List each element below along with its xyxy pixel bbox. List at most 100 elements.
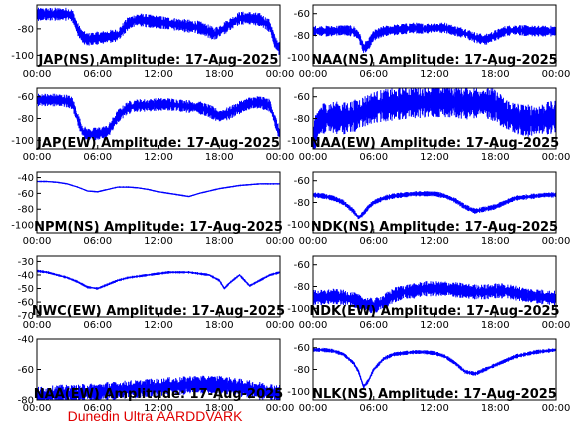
y-tick-label: -60 — [294, 260, 310, 271]
amplitude-line-1 — [37, 13, 280, 51]
x-tick-label: 12:00 — [420, 152, 449, 163]
x-tick-label: 18:00 — [481, 236, 510, 247]
amplitude-line-4 — [313, 100, 556, 141]
x-tick-label: 00:00 — [542, 320, 571, 331]
y-tick-label: -60 — [294, 92, 310, 103]
y-tick-label: -50 — [18, 284, 34, 295]
x-tick-label: 00:00 — [266, 69, 295, 80]
amplitude-line-10 — [313, 349, 556, 389]
x-tick-label: 18:00 — [481, 69, 510, 80]
panel-title: NAA(NS) Amplitude: 17-Aug-2025 — [311, 53, 557, 68]
x-tick-label: 00:00 — [23, 152, 52, 163]
panel-title: NDK(EW) Amplitude: 17-Aug-2025 — [309, 304, 559, 319]
amplitude-line-7 — [37, 270, 280, 290]
panel-title: NPM(NS) Amplitude: 17-Aug-2025 — [34, 220, 283, 235]
x-tick-label: 06:00 — [359, 152, 388, 163]
x-tick-label: 18:00 — [205, 69, 234, 80]
x-tick-label: 06:00 — [359, 403, 388, 414]
y-tick-label: -80 — [294, 114, 310, 125]
y-tick-label: -80 — [18, 396, 34, 407]
x-tick-label: 06:00 — [83, 236, 112, 247]
x-tick-label: 06:00 — [359, 236, 388, 247]
panel-title: NAA(EW) Amplitude: 17-Aug-2025 — [310, 136, 559, 151]
x-tick-label: 00:00 — [266, 152, 295, 163]
panel-9: 00:00 06:00 12:00 18:00 00:00 -40 -60 -80 NAA(EW… — [18, 335, 295, 415]
y-tick-label: -100 — [11, 221, 34, 232]
panel-title: NLK(NS) Amplitude: 17-Aug-2025 — [312, 387, 557, 402]
amplitude-line-9 — [37, 384, 280, 396]
x-tick-label: 18:00 — [205, 152, 234, 163]
x-tick-label: 18:00 — [481, 320, 510, 331]
x-tick-label: 06:00 — [83, 403, 112, 414]
amplitude-trace-10 — [313, 347, 556, 390]
y-tick-label: -80 — [294, 282, 310, 293]
x-tick-label: 12:00 — [420, 403, 449, 414]
panel-4: 00:00 06:00 12:00 18:00 00:00 -60 -80 -100 NAA(E… — [287, 87, 571, 163]
amplitude-trace-3 — [37, 93, 280, 141]
y-tick-label: -100 — [11, 136, 34, 147]
x-tick-label: 00:00 — [299, 69, 328, 80]
x-tick-label: 06:00 — [83, 69, 112, 80]
x-tick-label: 06:00 — [359, 69, 388, 80]
x-tick-label: 00:00 — [266, 403, 295, 414]
x-tick-label: 18:00 — [205, 236, 234, 247]
panel-8: 00:00 06:00 12:00 18:00 00:00 -60 -80 -100 NDK(E… — [287, 255, 571, 331]
x-tick-label: 00:00 — [23, 320, 52, 331]
x-tick-label: 00:00 — [299, 152, 328, 163]
amplitude-trace-2 — [313, 22, 556, 53]
y-tick-label: -60 — [18, 365, 34, 376]
x-tick-label: 12:00 — [144, 236, 173, 247]
amplitude-trace-5 — [37, 180, 280, 198]
amplitude-line-3 — [37, 99, 280, 137]
y-tick-label: -60 — [294, 343, 310, 354]
y-tick-label: -60 — [18, 189, 34, 200]
y-tick-label: -60 — [294, 9, 310, 20]
panel-title: JAP(NS) Amplitude: 17-Aug-2025 — [38, 53, 279, 68]
x-tick-label: 00:00 — [266, 320, 295, 331]
amplitude-trace-6 — [313, 191, 556, 220]
x-tick-label: 00:00 — [542, 403, 571, 414]
x-tick-label: 12:00 — [144, 403, 173, 414]
y-tick-label: -80 — [294, 31, 310, 42]
panel-2: 00:00 06:00 12:00 18:00 00:00 -60 -80 -100 NAA(N… — [287, 4, 570, 80]
y-tick-label: -100 — [287, 304, 310, 315]
amplitude-line-6 — [313, 193, 556, 219]
x-tick-label: 18:00 — [205, 320, 234, 331]
x-tick-label: 00:00 — [299, 403, 328, 414]
y-tick-label: -60 — [294, 176, 310, 187]
panel-10: 00:00 06:00 12:00 18:00 00:00 -60 -80 -100 NLK(N… — [287, 338, 571, 414]
x-tick-label: 06:00 — [83, 320, 112, 331]
panel-7: 00:00 06:00 12:00 18:00 00:00 -30 -40 -50 -60 -70… — [18, 255, 295, 331]
x-tick-label: 00:00 — [299, 236, 328, 247]
y-tick-label: -40 — [18, 173, 34, 184]
y-tick-label: -100 — [287, 53, 310, 64]
amplitude-line-8 — [313, 288, 556, 307]
y-tick-label: -40 — [18, 270, 34, 281]
x-tick-label: 00:00 — [23, 403, 52, 414]
amplitude-line-2 — [313, 27, 556, 50]
x-tick-label: 12:00 — [420, 69, 449, 80]
y-tick-label: -80 — [294, 365, 310, 376]
x-tick-label: 00:00 — [266, 236, 295, 247]
panel-3: 00:00 06:00 12:00 18:00 00:00 -60 -80 -100 JAP(E… — [11, 87, 295, 163]
x-tick-label: 12:00 — [144, 320, 173, 331]
y-tick-label: -80 — [18, 24, 34, 35]
y-tick-label: -80 — [18, 205, 34, 216]
x-tick-label: 18:00 — [481, 152, 510, 163]
x-tick-label: 00:00 — [23, 236, 52, 247]
x-tick-label: 00:00 — [542, 152, 571, 163]
amplitude-trace-1 — [37, 7, 280, 56]
panel-6: 00:00 06:00 12:00 18:00 00:00 -60 -80 -100 NDK(N… — [287, 171, 571, 247]
panel-title: NDK(NS) Amplitude: 17-Aug-2025 — [311, 220, 558, 235]
x-tick-label: 00:00 — [542, 236, 571, 247]
y-tick-label: -100 — [287, 387, 310, 398]
y-tick-label: -100 — [287, 136, 310, 147]
y-tick-label: -30 — [18, 257, 34, 268]
y-tick-label: -100 — [11, 51, 34, 62]
x-tick-label: 00:00 — [23, 69, 52, 80]
panel-title: NAA(EW) Amplitude: 17-Aug-2025 — [34, 387, 283, 402]
amplitude-line-5 — [37, 180, 280, 198]
y-tick-label: -60 — [18, 298, 34, 309]
x-tick-label: 06:00 — [83, 152, 112, 163]
